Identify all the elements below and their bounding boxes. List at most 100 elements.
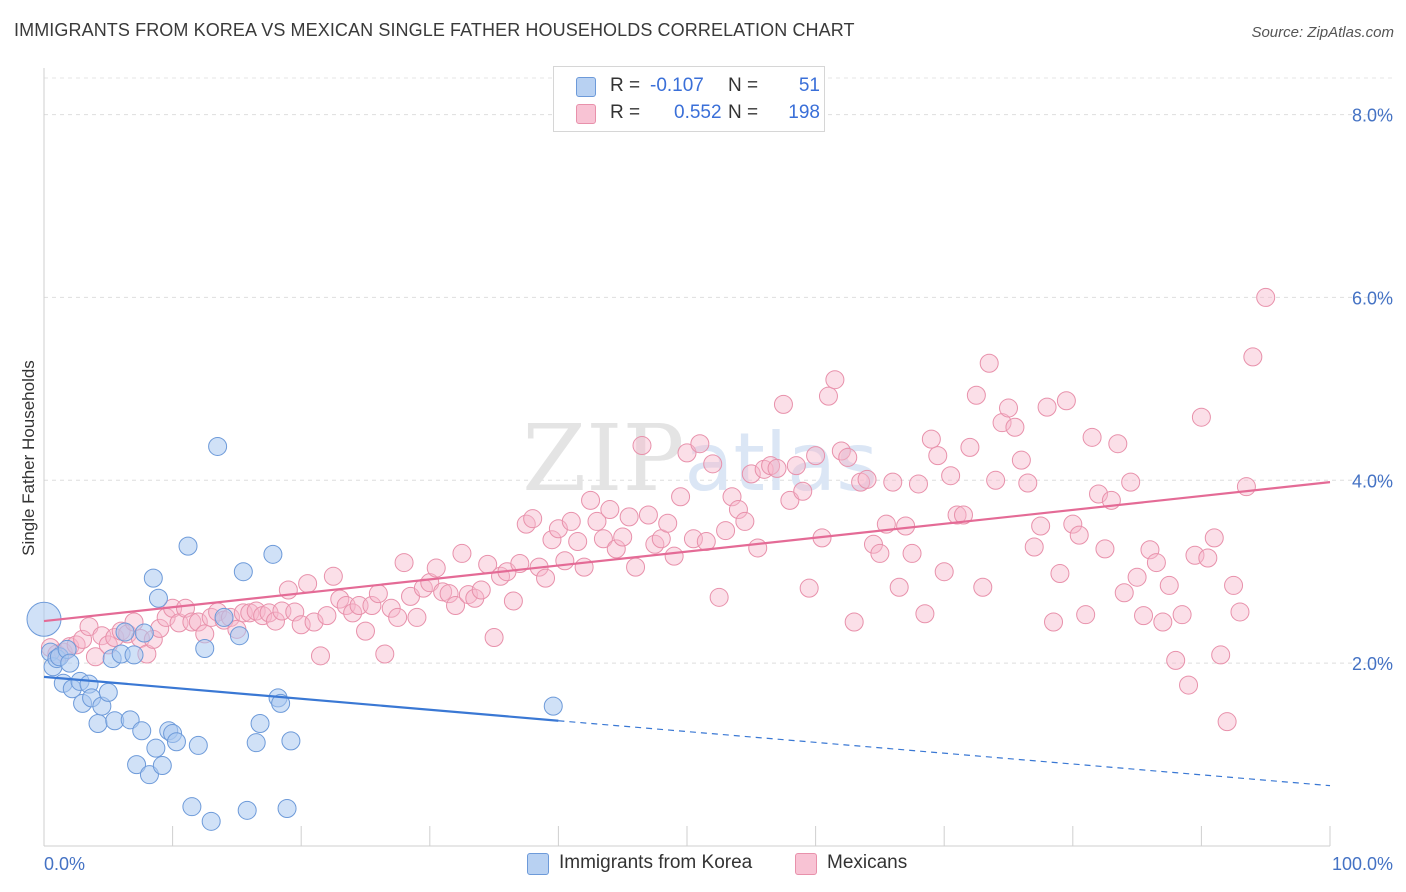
y-tick-label: 8.0% xyxy=(1352,106,1393,126)
point-mexicans xyxy=(915,604,935,624)
point-mexicans xyxy=(1114,583,1134,603)
point-mexicans xyxy=(928,446,948,466)
point-mexicans xyxy=(645,534,665,554)
point-mexicans xyxy=(1121,472,1141,492)
point-mexicans xyxy=(632,436,652,456)
point-mexicans xyxy=(953,505,973,525)
point-mexicans xyxy=(986,470,1006,490)
point-korea xyxy=(195,639,215,659)
point-mexicans xyxy=(375,644,395,664)
x-tick-label: 100.0% xyxy=(1332,854,1393,874)
point-mexicans xyxy=(947,505,967,525)
point-mexicans xyxy=(870,543,890,563)
point-mexicans xyxy=(1204,528,1224,548)
point-korea xyxy=(134,623,154,643)
axes xyxy=(43,68,1331,847)
point-mexicans xyxy=(439,584,459,604)
point-mexicans xyxy=(896,516,916,536)
legend-swatch-mexicans xyxy=(795,853,817,875)
point-mexicans xyxy=(568,532,588,552)
tick-labels: 2.0% 4.0% 6.0% 8.0% 0.0% 100.0% xyxy=(44,106,1393,874)
legend-r-value-mexicans: 0.552 xyxy=(674,102,722,123)
point-mexicans xyxy=(606,539,626,559)
point-mexicans xyxy=(780,490,800,510)
point-mexicans xyxy=(793,481,813,501)
point-mexicans xyxy=(960,437,980,457)
point-mexicans xyxy=(323,566,343,586)
x-tick-label: 0.0% xyxy=(44,854,85,874)
point-mexicans xyxy=(471,580,491,600)
point-korea xyxy=(201,811,221,831)
y-tick-label: 6.0% xyxy=(1352,288,1393,308)
point-mexicans xyxy=(883,472,903,492)
point-korea xyxy=(166,732,186,752)
series-mexicans xyxy=(40,287,1276,732)
point-mexicans xyxy=(600,500,620,520)
point-korea xyxy=(139,765,159,785)
point-mexicans xyxy=(1031,516,1051,536)
point-mexicans xyxy=(908,474,928,494)
point-korea xyxy=(233,562,253,582)
point-mexicans xyxy=(188,612,208,632)
point-mexicans xyxy=(1082,427,1102,447)
point-mexicans xyxy=(786,456,806,476)
point-korea xyxy=(124,645,144,665)
point-mexicans xyxy=(728,500,748,520)
point-mexicans xyxy=(1018,473,1038,493)
point-mexicans xyxy=(426,558,446,578)
point-mexicans xyxy=(394,553,414,573)
point-mexicans xyxy=(1146,553,1166,573)
watermark-atlas: atlas xyxy=(684,416,877,509)
point-mexicans xyxy=(716,521,736,541)
point-korea xyxy=(143,568,163,588)
point-korea xyxy=(263,544,283,564)
point-mexicans xyxy=(638,505,658,525)
point-mexicans xyxy=(310,646,330,666)
point-mexicans xyxy=(735,511,755,531)
point-mexicans xyxy=(1005,417,1025,437)
legend-n-value-korea: 51 xyxy=(798,75,820,96)
point-mexicans xyxy=(536,568,556,588)
point-mexicans xyxy=(703,454,723,474)
point-mexicans xyxy=(979,353,999,373)
point-mexicans xyxy=(741,464,761,484)
point-mexicans xyxy=(1217,712,1237,732)
point-mexicans xyxy=(317,606,337,626)
point-mexicans xyxy=(1134,606,1154,626)
point-mexicans xyxy=(844,612,864,632)
chart-source: Source: ZipAtlas.com xyxy=(1251,24,1394,41)
point-korea xyxy=(237,800,257,820)
trend-line-korea-extrapolated xyxy=(558,720,1331,787)
point-korea xyxy=(214,607,234,627)
point-mexicans xyxy=(999,398,1018,418)
point-mexicans xyxy=(966,385,986,405)
point-mexicans xyxy=(503,591,523,611)
point-mexicans xyxy=(1230,602,1250,622)
point-mexicans xyxy=(542,530,562,550)
point-korea xyxy=(148,588,168,608)
point-mexicans xyxy=(1211,645,1231,665)
series-layer xyxy=(26,287,1276,831)
point-mexicans xyxy=(1224,575,1244,595)
point-mexicans xyxy=(825,370,845,390)
point-mexicans xyxy=(767,458,787,478)
point-korea xyxy=(98,682,118,702)
point-mexicans xyxy=(182,612,202,632)
point-mexicans xyxy=(581,490,601,510)
point-mexicans xyxy=(1256,287,1276,307)
point-mexicans xyxy=(587,511,607,531)
legend-swatch-korea xyxy=(576,77,596,97)
watermark: ZIPatlas xyxy=(522,405,878,512)
point-mexicans xyxy=(664,546,684,566)
point-mexicans xyxy=(433,582,453,602)
point-mexicans xyxy=(574,557,594,577)
point-korea xyxy=(88,713,108,733)
point-mexicans xyxy=(1024,537,1044,557)
point-mexicans xyxy=(1179,675,1199,695)
point-mexicans xyxy=(619,507,639,527)
point-mexicans xyxy=(1044,612,1064,632)
point-mexicans xyxy=(1011,450,1031,470)
trend-line-korea xyxy=(43,675,559,722)
series-korea xyxy=(26,436,563,831)
point-mexicans xyxy=(921,429,941,449)
